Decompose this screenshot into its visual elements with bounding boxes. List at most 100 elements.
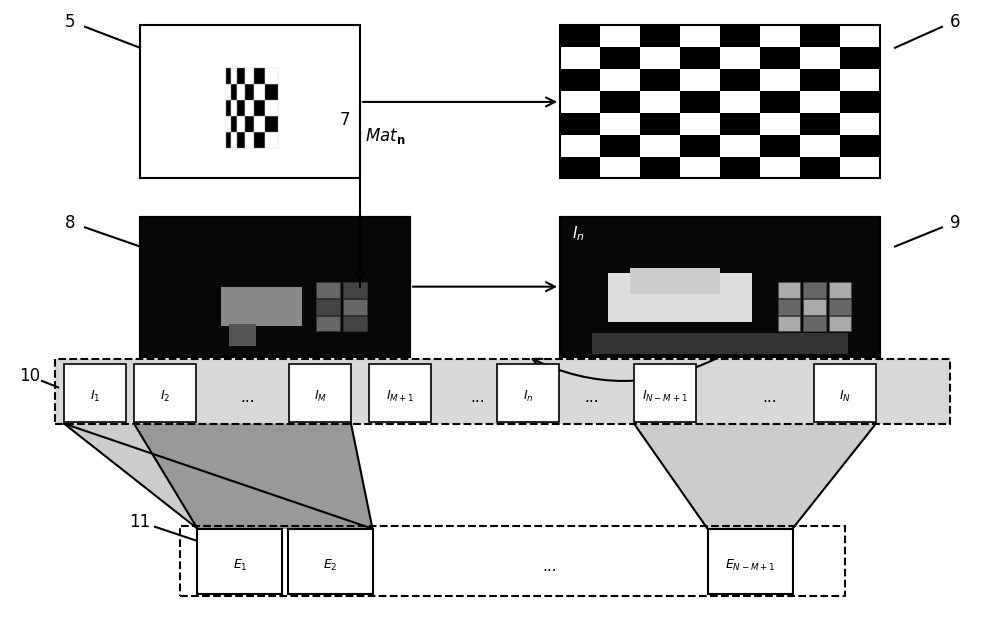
Bar (680, 69, 720, 91)
Bar (634, 364, 696, 422)
Text: 10: 10 (19, 367, 41, 385)
Bar (720, 47, 760, 69)
Bar (829, 282, 851, 298)
Bar (800, 113, 840, 134)
Text: 7: 7 (340, 111, 350, 129)
Text: 5: 5 (65, 13, 75, 31)
Bar (778, 299, 800, 315)
Polygon shape (134, 424, 372, 529)
Polygon shape (245, 116, 254, 132)
Bar (600, 134, 640, 157)
Bar (640, 157, 680, 178)
Bar (55, 359, 950, 424)
Text: $\mathit{I}_{n}$: $\mathit{I}_{n}$ (523, 389, 533, 404)
Polygon shape (226, 116, 231, 132)
Polygon shape (226, 84, 231, 100)
Bar (840, 25, 880, 47)
Bar (55, 359, 950, 424)
Bar (803, 316, 826, 331)
Text: $\mathit{I}_{M+1}$: $\mathit{I}_{M+1}$ (386, 389, 414, 404)
Bar (720, 91, 760, 113)
Bar (140, 217, 410, 357)
Polygon shape (634, 424, 876, 529)
Polygon shape (265, 116, 278, 132)
Bar (803, 299, 826, 315)
Bar (180, 526, 845, 596)
Bar (560, 157, 600, 178)
Bar (134, 364, 196, 422)
Bar (720, 157, 760, 178)
Text: $\mathit{I}_{n}$: $\mathit{I}_{n}$ (572, 224, 585, 243)
Bar (720, 69, 760, 91)
Bar (560, 217, 880, 357)
Polygon shape (231, 84, 237, 100)
Bar (592, 333, 848, 354)
Polygon shape (237, 100, 245, 116)
Bar (760, 91, 800, 113)
Polygon shape (64, 424, 372, 529)
Bar (778, 282, 800, 298)
Bar (800, 69, 840, 91)
Bar (680, 47, 720, 69)
Polygon shape (265, 100, 278, 116)
Bar (800, 47, 840, 69)
Bar (680, 113, 720, 134)
Bar (600, 69, 640, 91)
Polygon shape (265, 132, 278, 148)
Text: $\mathit{E}_{N-M+1}$: $\mathit{E}_{N-M+1}$ (725, 557, 775, 573)
Text: 9: 9 (950, 214, 960, 232)
Polygon shape (226, 100, 231, 116)
Bar (814, 364, 876, 422)
Polygon shape (237, 116, 245, 132)
Polygon shape (265, 84, 278, 100)
Bar (760, 157, 800, 178)
Bar (840, 134, 880, 157)
Bar (600, 25, 640, 47)
Bar (497, 364, 559, 422)
Text: $\mathit{I}_{N}$: $\mathit{I}_{N}$ (839, 389, 851, 404)
Text: 11: 11 (129, 513, 151, 531)
Bar (829, 299, 851, 315)
Bar (630, 268, 720, 294)
Polygon shape (231, 132, 237, 148)
Polygon shape (231, 116, 237, 132)
Bar (316, 282, 340, 298)
Bar (600, 91, 640, 113)
Bar (369, 364, 431, 422)
Bar (600, 113, 640, 134)
Bar (840, 113, 880, 134)
Bar (560, 69, 600, 91)
Text: ...: ... (763, 390, 777, 405)
Bar (140, 217, 410, 357)
Bar (221, 287, 302, 326)
Bar (829, 316, 851, 331)
Text: $\mathbf{\mathit{Mat}}_{\mathbf{n}}$: $\mathbf{\mathit{Mat}}_{\mathbf{n}}$ (365, 126, 406, 146)
Bar (760, 47, 800, 69)
Bar (560, 217, 880, 357)
Polygon shape (254, 116, 265, 132)
Polygon shape (245, 68, 254, 84)
Bar (640, 91, 680, 113)
Bar (640, 25, 680, 47)
Bar (289, 364, 351, 422)
Bar (840, 157, 880, 178)
Bar (316, 299, 340, 315)
Bar (342, 282, 367, 298)
Bar (840, 69, 880, 91)
Bar (640, 134, 680, 157)
Bar (708, 529, 792, 594)
Polygon shape (245, 84, 254, 100)
Text: $\mathit{I}_{M}$: $\mathit{I}_{M}$ (314, 389, 326, 404)
Polygon shape (231, 100, 237, 116)
Bar (640, 69, 680, 91)
Text: ...: ... (471, 390, 485, 405)
Bar (720, 25, 760, 47)
Bar (560, 25, 880, 178)
Bar (680, 91, 720, 113)
Bar (560, 25, 600, 47)
Bar (800, 91, 840, 113)
Text: ...: ... (241, 390, 255, 405)
Polygon shape (226, 132, 231, 148)
Bar (760, 69, 800, 91)
Text: $\mathit{I}_{2}$: $\mathit{I}_{2}$ (160, 389, 170, 404)
